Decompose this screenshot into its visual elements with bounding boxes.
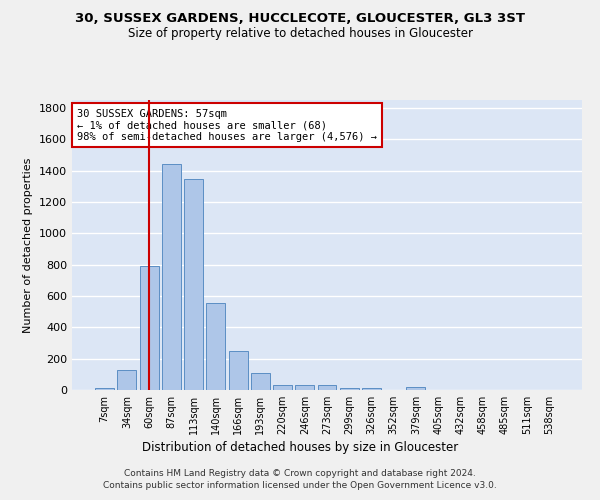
Text: 30 SUSSEX GARDENS: 57sqm
← 1% of detached houses are smaller (68)
98% of semi-de: 30 SUSSEX GARDENS: 57sqm ← 1% of detache…	[77, 108, 377, 142]
Text: Size of property relative to detached houses in Gloucester: Size of property relative to detached ho…	[128, 28, 473, 40]
Bar	[118, 370, 136, 390]
Bar	[362, 388, 381, 390]
Bar	[251, 373, 270, 390]
Bar	[184, 179, 203, 390]
Text: Contains public sector information licensed under the Open Government Licence v3: Contains public sector information licen…	[103, 481, 497, 490]
Bar	[140, 266, 158, 390]
Bar	[229, 351, 248, 390]
Bar	[317, 386, 337, 390]
Text: Contains HM Land Registry data © Crown copyright and database right 2024.: Contains HM Land Registry data © Crown c…	[124, 468, 476, 477]
Bar	[162, 164, 181, 390]
Bar	[206, 303, 225, 390]
Bar	[295, 386, 314, 390]
Bar	[273, 384, 292, 390]
Bar	[406, 387, 425, 390]
Text: 30, SUSSEX GARDENS, HUCCLECOTE, GLOUCESTER, GL3 3ST: 30, SUSSEX GARDENS, HUCCLECOTE, GLOUCEST…	[75, 12, 525, 26]
Y-axis label: Number of detached properties: Number of detached properties	[23, 158, 34, 332]
Text: Distribution of detached houses by size in Gloucester: Distribution of detached houses by size …	[142, 441, 458, 454]
Bar	[95, 388, 114, 390]
Bar	[340, 388, 359, 390]
